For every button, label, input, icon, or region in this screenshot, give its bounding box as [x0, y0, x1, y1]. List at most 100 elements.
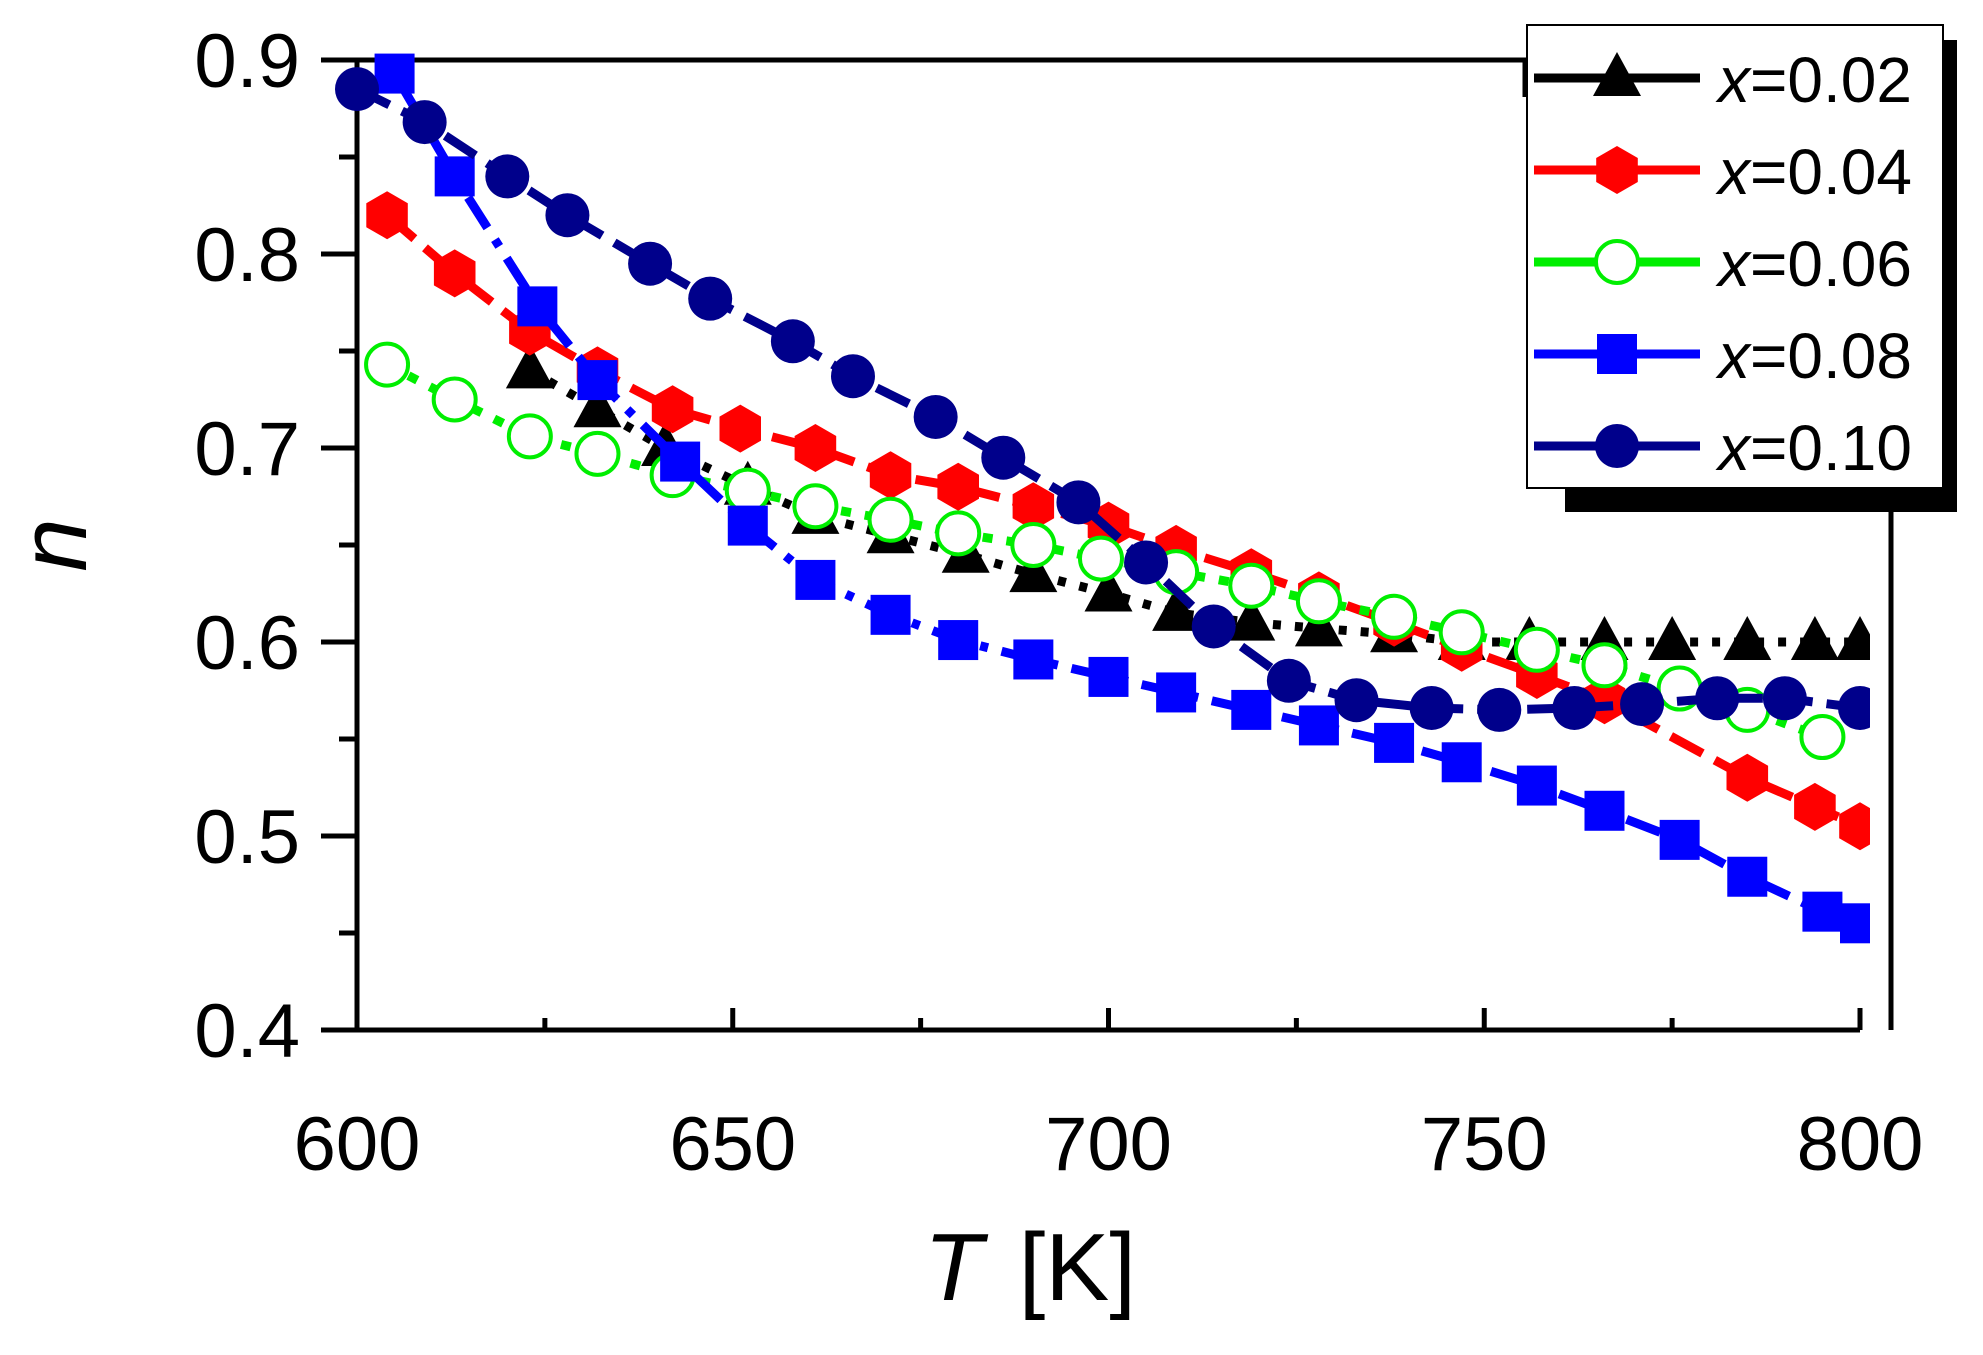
data-point — [1790, 616, 1839, 660]
data-point — [1009, 548, 1058, 593]
data-point — [505, 344, 554, 389]
data-point — [937, 462, 979, 511]
data-point — [651, 385, 694, 434]
data-point — [1227, 596, 1276, 641]
data-point — [1794, 782, 1836, 831]
data-point — [1552, 685, 1597, 730]
legend-marker — [1597, 334, 1637, 374]
data-point — [1228, 562, 1275, 609]
data-point — [1013, 639, 1054, 680]
legend-marker — [1594, 239, 1640, 285]
data-point — [938, 620, 979, 661]
series-line — [390, 71, 1862, 928]
data-point — [574, 430, 621, 477]
data-point — [1056, 480, 1101, 525]
data-point — [1620, 682, 1665, 727]
data-point — [1441, 742, 1482, 783]
y-tick-label: 0.8 — [194, 213, 300, 298]
data-point — [1648, 616, 1697, 660]
data-point — [1438, 609, 1485, 656]
y-tick-label: 0.4 — [194, 989, 300, 1074]
data-point — [628, 241, 673, 286]
data-point — [506, 413, 553, 460]
data-point — [402, 100, 447, 145]
data-point — [1084, 567, 1133, 612]
data-point — [1156, 672, 1197, 713]
legend-var: x — [1715, 44, 1752, 116]
data-point — [794, 424, 837, 472]
x-axis-title: T [K] — [924, 1214, 1136, 1321]
legend-var: x — [1715, 136, 1752, 208]
data-point — [1266, 658, 1311, 703]
data-point — [364, 341, 411, 388]
data-point — [1762, 676, 1807, 721]
data-point — [577, 360, 618, 401]
data-point — [830, 354, 875, 399]
series-x=0.08 — [374, 53, 1870, 944]
data-point — [913, 394, 958, 439]
data-point — [431, 376, 478, 423]
data-point — [727, 505, 768, 546]
x-tick-label: 750 — [1421, 1102, 1548, 1187]
data-point — [1516, 765, 1557, 806]
legend-var: x — [1715, 412, 1752, 484]
data-point — [935, 510, 982, 557]
data-point — [1295, 578, 1342, 625]
data-point — [1088, 656, 1129, 697]
data-point — [1231, 689, 1272, 730]
legend-item: x=0.04 — [1534, 136, 1912, 208]
data-point — [335, 67, 379, 112]
data-point — [374, 53, 415, 94]
data-point — [660, 441, 701, 482]
data-point — [366, 191, 408, 240]
data-point — [1584, 790, 1625, 831]
data-point — [1799, 714, 1846, 761]
data-point — [1659, 819, 1700, 860]
legend-label: x=0.10 — [1715, 412, 1912, 484]
legend-item: x=0.08 — [1534, 320, 1912, 392]
x-tick-label: 800 — [1797, 1102, 1924, 1187]
legend-value: =0.02 — [1750, 44, 1912, 116]
data-point — [1124, 540, 1169, 585]
data-point — [1191, 604, 1236, 649]
data-point — [770, 319, 815, 364]
data-point — [1152, 586, 1201, 631]
data-point — [545, 193, 590, 238]
data-point — [485, 154, 530, 199]
data-point — [1077, 535, 1124, 582]
data-point — [1836, 616, 1870, 660]
axis-ticks — [321, 57, 1863, 1033]
data-point — [1477, 687, 1522, 732]
data-point — [1581, 642, 1628, 689]
legend-value: =0.08 — [1750, 320, 1912, 392]
legend-var: x — [1715, 320, 1752, 392]
y-tick-label: 0.6 — [194, 601, 300, 686]
data-point — [1409, 685, 1454, 730]
x-tick-label: 650 — [669, 1102, 796, 1187]
legend-label: x=0.06 — [1715, 228, 1912, 300]
data-point — [433, 249, 476, 298]
data-point — [1010, 522, 1057, 568]
data-point — [1334, 678, 1379, 723]
data-point — [1723, 616, 1772, 660]
data-point — [1371, 593, 1418, 640]
data-point — [1838, 685, 1870, 730]
legend-items: x=0.02x=0.04x=0.06x=0.08x=0.10 — [1534, 44, 1912, 484]
y-tick-label: 0.5 — [194, 795, 300, 880]
legend-marker — [1596, 146, 1638, 194]
legend-item: x=0.06 — [1534, 228, 1912, 300]
data-point — [1298, 705, 1339, 746]
data-point — [1839, 802, 1870, 851]
data-point — [867, 496, 914, 543]
data-point — [870, 594, 911, 635]
legend-marker — [1593, 52, 1641, 96]
legend-value: =0.06 — [1750, 228, 1912, 300]
y-tick-label: 0.7 — [194, 407, 300, 492]
series-x=0.10 — [335, 67, 1870, 732]
data-point — [724, 467, 771, 514]
data-point — [434, 156, 475, 197]
data-point — [1695, 676, 1740, 721]
legend: x=0.02x=0.04x=0.06x=0.08x=0.10 — [1526, 24, 1957, 512]
legend-item: x=0.02 — [1534, 44, 1912, 116]
